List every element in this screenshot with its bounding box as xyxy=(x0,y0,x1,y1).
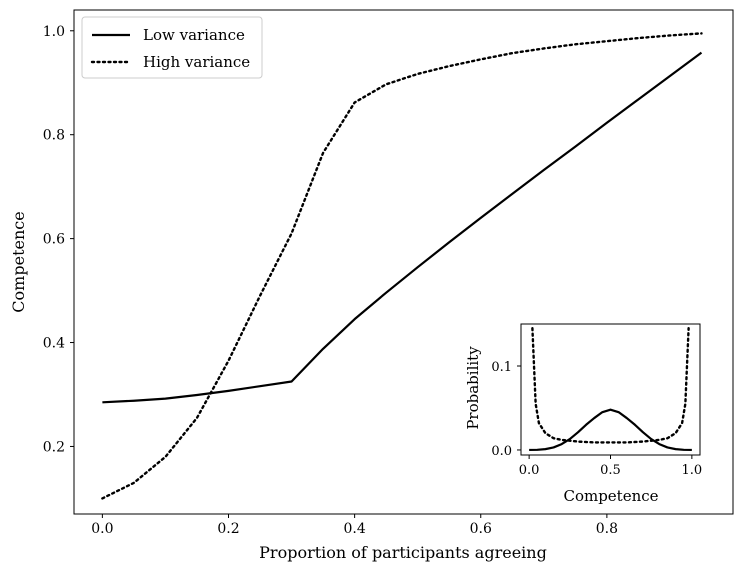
legend-label-high-variance: High variance xyxy=(143,53,250,71)
inset-series-line-dotted xyxy=(531,327,690,444)
legend-label-low-variance: Low variance xyxy=(143,26,245,44)
y-axis-label: Competence xyxy=(9,211,28,312)
y-tick-label: 0.8 xyxy=(43,128,65,144)
inset-y-tick-label: 0.1 xyxy=(491,360,512,375)
series-line-solid xyxy=(102,51,703,404)
inset-x-tick-label: 1.0 xyxy=(682,463,703,478)
main-ticks: 0.0 0.2 0.4 0.6 0.8 0.2 0.4 0.6 0.8 1.0 xyxy=(43,24,618,537)
inset-ticks: 0.0 0.5 1.0 0.0 0.1 xyxy=(491,360,702,478)
x-tick-label: 0.4 xyxy=(343,521,365,537)
main-plot-frame xyxy=(73,9,734,515)
y-tick-label: 0.2 xyxy=(43,439,65,455)
y-tick-label: 0.6 xyxy=(43,232,65,248)
x-tick-label: 0.0 xyxy=(91,521,113,537)
x-tick-label: 0.8 xyxy=(596,521,618,537)
inset-series-line-solid xyxy=(529,408,692,452)
x-axis-label: Proportion of participants agreeing xyxy=(259,543,547,562)
y-tick-label: 1.0 xyxy=(43,24,65,40)
main-lines xyxy=(101,32,703,500)
inset-y-tick-label: 0.0 xyxy=(491,444,512,459)
legend: Low variance High variance xyxy=(81,16,263,79)
inset-y-axis-label: Probability xyxy=(464,346,482,430)
inset-x-axis-label: Competence xyxy=(563,487,658,505)
x-tick-label: 0.6 xyxy=(470,521,492,537)
inset-x-tick-label: 0.5 xyxy=(600,463,621,478)
inset-lines xyxy=(529,327,692,452)
series-line-dotted xyxy=(101,32,703,500)
x-tick-label: 0.2 xyxy=(217,521,239,537)
y-tick-label: 0.4 xyxy=(43,336,65,352)
inset-background xyxy=(521,324,700,455)
inset-x-tick-label: 0.0 xyxy=(519,463,540,478)
